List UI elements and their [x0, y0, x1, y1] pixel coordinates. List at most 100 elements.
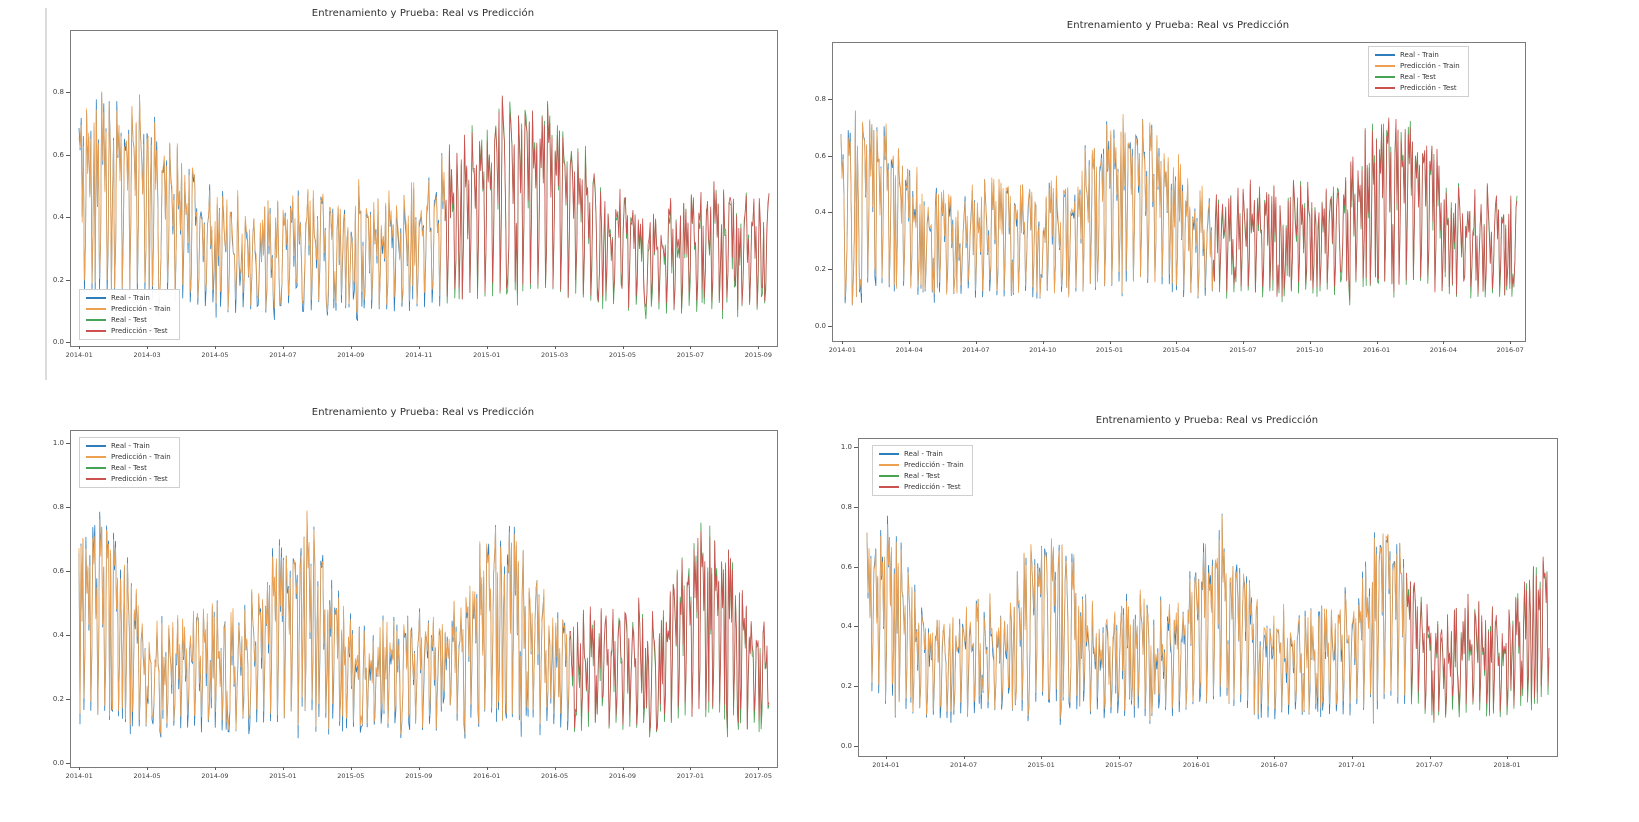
x-tick-mark — [486, 346, 488, 349]
legend-label: Predicción - Test — [904, 483, 961, 491]
x-tick-mark — [690, 346, 692, 349]
y-tick-mark — [66, 92, 70, 94]
legend-line-swatch — [879, 475, 899, 477]
legend-item: Real - Train — [1375, 51, 1460, 59]
x-tick-label: 2015-01 — [473, 351, 501, 359]
x-tick-label: 2017-01 — [676, 772, 704, 780]
y-tick-label: 0.0 — [814, 321, 826, 330]
legend-line-swatch — [86, 467, 106, 469]
series-canvas — [866, 513, 1550, 726]
x-tick-label: 2014-07 — [962, 346, 990, 354]
x-tick-label: 2017-01 — [1338, 761, 1366, 769]
legend-bottom-right: Real - Train Predicción - Train Real - Tes… — [872, 445, 973, 496]
chart-title-top-right: Entrenamiento y Prueba: Real vs Predicci… — [1066, 20, 1290, 31]
x-tick-mark — [147, 767, 149, 770]
x-tick-label: 2016-01 — [1182, 761, 1211, 769]
plot-area-bottom-left — [70, 430, 778, 768]
x-tick-label: 2016-01 — [1363, 346, 1391, 354]
y-tick-mark — [854, 506, 858, 508]
legend-line-swatch — [86, 297, 106, 299]
y-tick-mark — [828, 212, 832, 214]
series-pred-train — [866, 515, 1407, 723]
x-tick-mark — [1042, 341, 1044, 344]
x-tick-label: 2017-07 — [1415, 761, 1444, 769]
x-tick-label: 2015-07 — [1229, 346, 1257, 354]
y-tick-label: 0.0 — [52, 758, 64, 767]
y-tick-mark — [66, 442, 70, 444]
y-tick-label: 0.6 — [52, 566, 64, 575]
legend-item: Real - Test — [879, 472, 964, 480]
x-tick-mark — [1510, 341, 1512, 344]
x-tick-mark — [282, 767, 284, 770]
legend-line-swatch — [1375, 87, 1395, 89]
legend-label: Real - Test — [111, 316, 147, 324]
legend-line-swatch — [1375, 76, 1395, 78]
legend-item: Predicción - Train — [86, 305, 171, 313]
x-tick-label: 2015-09 — [405, 772, 433, 780]
x-tick-mark — [486, 767, 488, 770]
series-pred-train — [840, 110, 1214, 306]
legend-item: Real - Train — [86, 442, 171, 450]
y-tick-label: 0.8 — [814, 94, 826, 103]
legend-bottom-left: Real - Train Predicción - Train Real - Tes… — [79, 437, 180, 488]
y-tick-label: 0.4 — [52, 213, 64, 222]
x-tick-mark — [842, 341, 844, 344]
legend-line-swatch — [879, 486, 899, 488]
x-tick-label: 2016-09 — [608, 772, 637, 780]
legend-line-swatch — [86, 319, 106, 321]
y-tick-label: 0.2 — [840, 682, 852, 691]
legend-label: Predicción - Test — [111, 327, 168, 335]
x-tick-mark — [215, 767, 216, 770]
x-tick-label: 2014-01 — [65, 351, 93, 359]
legend-top-left: Real - Train Predicción - Train Real - Tes… — [79, 289, 180, 340]
x-tick-mark — [1429, 756, 1431, 759]
legend-line-swatch — [86, 478, 106, 480]
series-pred-test — [569, 531, 770, 732]
y-tick-mark — [66, 341, 70, 343]
legend-item: Real - Train — [879, 450, 964, 458]
x-tick-label: 2016-01 — [473, 772, 501, 780]
y-tick-mark — [854, 746, 858, 747]
y-tick-mark — [66, 762, 70, 764]
x-tick-label: 2016-07 — [1260, 761, 1288, 769]
x-tick-mark — [690, 767, 692, 770]
y-tick-label: 0.0 — [52, 337, 64, 346]
legend-label: Real - Train — [1400, 51, 1439, 59]
y-tick-label: 0.4 — [52, 630, 64, 639]
x-tick-mark — [282, 346, 284, 349]
legend-item: Predicción - Test — [1375, 84, 1460, 92]
chart-title-bottom-left: Entrenamiento y Prueba: Real vs Predicci… — [311, 407, 535, 418]
x-tick-mark — [975, 341, 977, 344]
legend-label: Predicción - Test — [1400, 84, 1457, 92]
x-tick-mark — [554, 346, 556, 349]
y-tick-label: 0.4 — [814, 208, 826, 217]
legend-label: Real - Train — [111, 294, 150, 302]
y-tick-label: 0.2 — [52, 275, 64, 284]
y-tick-mark — [66, 154, 70, 156]
x-tick-label: 2015-07 — [1105, 761, 1133, 769]
x-tick-label: 2018-01 — [1493, 761, 1521, 769]
legend-item: Predicción - Train — [1375, 62, 1460, 70]
y-tick-mark — [854, 447, 858, 448]
legend-item: Predicción - Test — [879, 483, 964, 491]
legend-line-swatch — [1375, 54, 1395, 56]
plot-area-bottom-right — [858, 438, 1558, 757]
x-tick-label: 2015-03 — [541, 351, 569, 359]
y-tick-mark — [66, 634, 70, 636]
x-tick-label: 2015-07 — [676, 351, 704, 359]
x-tick-label: 2014-10 — [1029, 346, 1057, 354]
x-tick-label: 2014-07 — [269, 351, 297, 359]
y-tick-mark — [66, 217, 70, 219]
y-tick-mark — [828, 155, 832, 157]
legend-line-swatch — [86, 445, 106, 447]
x-tick-label: 2014-07 — [950, 761, 978, 769]
x-tick-mark — [758, 346, 760, 349]
x-tick-label: 2016-04 — [1429, 346, 1457, 354]
x-tick-label: 2015-01 — [1095, 346, 1124, 354]
x-tick-mark — [350, 346, 352, 349]
x-tick-label: 2014-01 — [872, 761, 900, 769]
x-tick-label: 2014-03 — [133, 351, 161, 359]
y-tick-label: 1.0 — [840, 443, 852, 451]
